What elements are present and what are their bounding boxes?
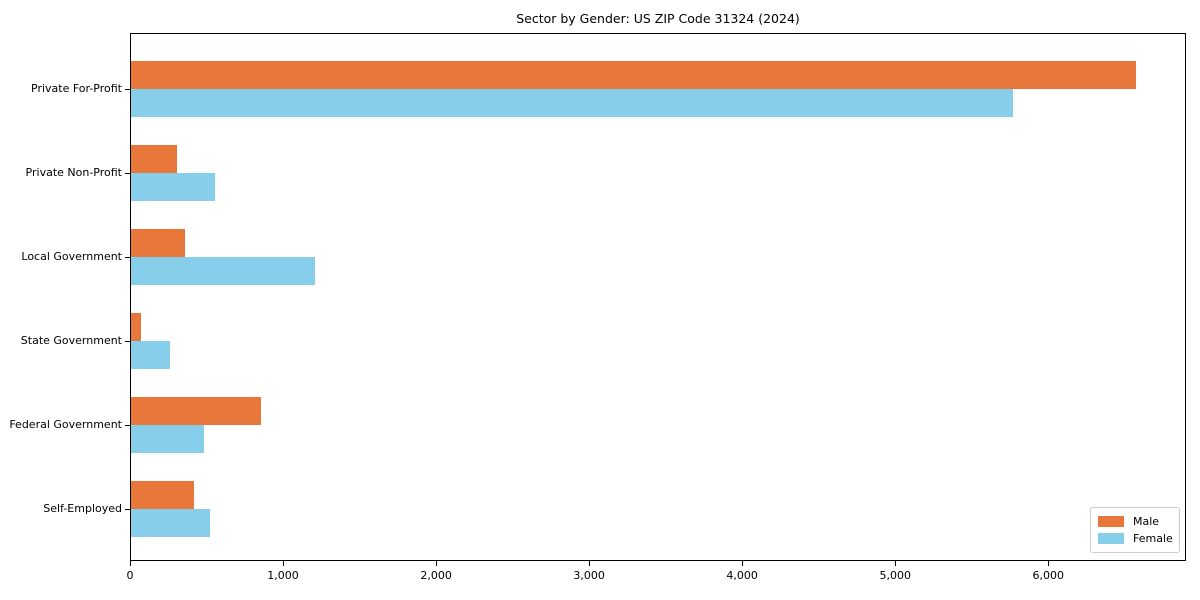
y-tick-mark [125, 509, 130, 511]
x-tick-mark [436, 561, 438, 566]
x-tick-mark [895, 561, 897, 566]
y-tick-mark [125, 341, 130, 343]
female-legend-swatch-icon [1098, 533, 1124, 545]
y-tick-mark [125, 257, 130, 259]
x-tick-mark [283, 561, 285, 566]
y-tick-mark [125, 173, 130, 175]
male-bar [131, 145, 177, 173]
x-tick-label: 6,000 [1032, 569, 1065, 582]
female-bar [131, 509, 210, 537]
x-tick-mark [1048, 561, 1050, 566]
female-bar [131, 341, 170, 369]
x-tick-label: 2,000 [420, 569, 452, 582]
male-bar [131, 481, 194, 509]
legend-label-female: Female [1133, 532, 1173, 546]
y-tick-label: Self-Employed [43, 502, 122, 515]
male-bar [131, 397, 261, 425]
female-bar [131, 257, 315, 285]
x-tick-mark [130, 561, 132, 566]
x-tick-label: 0 [126, 569, 134, 582]
y-tick-label: Private Non-Profit [25, 166, 122, 179]
y-tick-mark [125, 425, 130, 427]
male-legend-swatch-icon [1098, 515, 1124, 527]
x-tick-mark [589, 561, 591, 566]
legend-item-male: Male [1098, 515, 1172, 528]
x-tick-label: 3,000 [573, 569, 605, 582]
y-tick-mark [125, 89, 130, 91]
male-bar [131, 61, 1136, 89]
x-tick-label: 1,000 [267, 569, 299, 582]
y-tick-label: Federal Government [9, 418, 122, 431]
legend: Male Female [1090, 507, 1180, 553]
y-tick-label: Local Government [21, 250, 122, 263]
female-bar [131, 173, 215, 201]
legend-item-female: Female [1098, 532, 1173, 546]
x-tick-label: 4,000 [726, 569, 758, 582]
y-tick-label: Private For-Profit [31, 82, 122, 95]
chart-title: Sector by Gender: US ZIP Code 31324 (202… [516, 11, 800, 26]
legend-label-male: Male [1133, 514, 1160, 528]
x-tick-mark [742, 561, 744, 566]
male-bar [131, 313, 141, 341]
y-tick-label: State Government [20, 334, 122, 347]
male-bar [131, 229, 185, 257]
female-bar [131, 425, 204, 453]
x-tick-label: 5,000 [879, 569, 911, 582]
plot-area [130, 33, 1186, 561]
female-bar [131, 89, 1013, 117]
